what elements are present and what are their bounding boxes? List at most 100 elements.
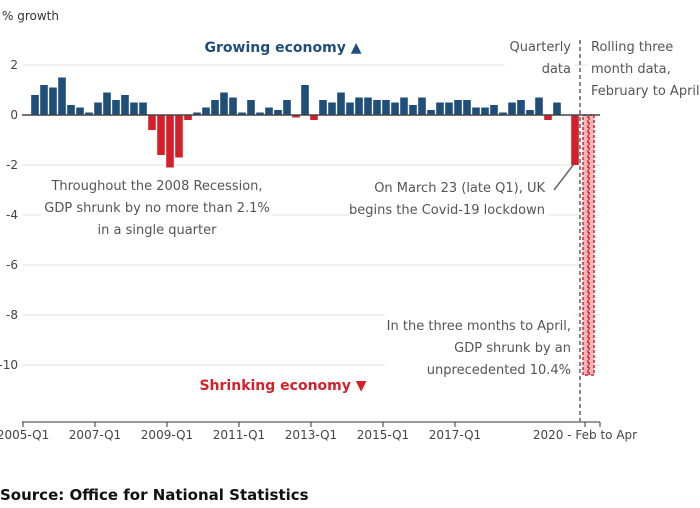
- bar-quarterly: [445, 102, 453, 115]
- bar-quarterly: [508, 102, 516, 115]
- bar-quarterly: [373, 100, 381, 115]
- bar-quarterly: [346, 102, 354, 115]
- april-note: GDP shrunk by an: [454, 341, 571, 356]
- bar-quarterly: [472, 107, 480, 115]
- bar-quarterly: [220, 92, 228, 115]
- bar-quarterly: [175, 115, 183, 158]
- y-axis-title: % growth: [2, 9, 59, 23]
- bar-quarterly: [121, 95, 129, 115]
- bar-quarterly: [463, 100, 471, 115]
- bar-quarterly: [454, 100, 462, 115]
- bar-quarterly: [328, 102, 336, 115]
- bar-quarterly: [202, 107, 210, 115]
- bar-quarterly: [499, 112, 507, 115]
- bar-quarterly: [427, 110, 435, 115]
- bar-quarterly: [112, 100, 120, 115]
- source-note: Source: Office for National Statistics: [0, 486, 309, 504]
- shrinking-economy-label: Shrinking economy ▼: [199, 378, 366, 394]
- bar-quarterly: [67, 105, 75, 115]
- recession-note: Throughout the 2008 Recession,: [50, 179, 262, 194]
- bar-quarterly: [418, 97, 426, 115]
- bar-quarterly: [247, 100, 255, 115]
- bar-quarterly: [535, 97, 543, 115]
- y-tick-label: -6: [6, 258, 18, 272]
- y-tick-label: -8: [6, 308, 18, 322]
- x-tick-label: 2020 - Feb to Apr: [533, 428, 637, 442]
- bar-quarterly: [337, 92, 345, 115]
- recession-note-bg: [40, 174, 272, 240]
- bar-rolling: [588, 114, 595, 376]
- bar-quarterly: [310, 115, 318, 120]
- april-note-bg: [385, 314, 575, 380]
- lockdown-pointer: [553, 163, 575, 191]
- quarterly-label: data: [542, 62, 571, 77]
- x-tick-label: 2005-Q1: [0, 428, 49, 442]
- bar-quarterly: [238, 112, 246, 115]
- x-tick-label: 2011-Q1: [213, 428, 265, 442]
- bar-quarterly: [103, 92, 111, 115]
- bar-quarterly: [400, 97, 408, 115]
- bar-quarterly: [40, 85, 48, 115]
- lockdown-note: On March 23 (late Q1), UK: [374, 181, 545, 196]
- x-tick-label: 2013-Q1: [285, 428, 337, 442]
- bar-quarterly: [391, 102, 399, 115]
- bar-quarterly: [481, 107, 489, 115]
- bar-quarterly: [256, 112, 264, 115]
- bar-quarterly: [166, 115, 174, 168]
- bar-quarterly: [229, 97, 237, 115]
- lockdown-note-bg: [350, 176, 548, 220]
- y-tick-label: 2: [10, 58, 18, 72]
- bar-quarterly: [319, 100, 327, 115]
- rolling-label: month data,: [591, 62, 671, 77]
- bar-quarterly: [517, 100, 525, 115]
- bar-quarterly: [553, 102, 561, 115]
- bar-quarterly: [526, 110, 534, 115]
- y-tick-label: 0: [10, 108, 18, 122]
- bar-quarterly: [157, 115, 165, 155]
- bar-rolling: [582, 114, 589, 376]
- bar-quarterly: [184, 115, 192, 120]
- bar-quarterly: [382, 100, 390, 115]
- bar-quarterly: [76, 107, 84, 115]
- bar-quarterly: [409, 105, 417, 115]
- bar-quarterly: [130, 102, 138, 115]
- bar-quarterly: [571, 115, 579, 165]
- x-tick-label: 2017-Q1: [429, 428, 481, 442]
- bar-quarterly: [274, 110, 282, 115]
- quarterly-label: Quarterly: [509, 40, 571, 55]
- rolling-label: Rolling three: [591, 40, 673, 55]
- growing-economy-label: Growing economy ▲: [205, 40, 362, 56]
- recession-note: GDP shrunk by no more than 2.1%: [44, 201, 269, 216]
- bar-quarterly: [94, 102, 102, 115]
- rolling-label-bg: [588, 36, 700, 100]
- bar-quarterly: [85, 112, 93, 115]
- bar-quarterly: [31, 95, 39, 115]
- y-tick-label: -4: [6, 208, 18, 222]
- y-tick-label: -2: [6, 158, 18, 172]
- bar-quarterly: [49, 87, 57, 115]
- bar-quarterly: [490, 105, 498, 115]
- bar-quarterly: [436, 102, 444, 115]
- bar-quarterly: [364, 97, 372, 115]
- x-tick-label: 2015-Q1: [357, 428, 409, 442]
- bar-quarterly: [283, 100, 291, 115]
- bar-quarterly: [148, 115, 156, 130]
- april-note: In the three months to April,: [387, 319, 571, 334]
- y-tick-label: -10: [0, 358, 18, 372]
- bar-quarterly: [355, 97, 363, 115]
- bar-quarterly: [58, 77, 66, 115]
- recession-note: in a single quarter: [98, 223, 218, 238]
- bar-quarterly: [139, 102, 147, 115]
- bar-quarterly: [193, 112, 201, 115]
- x-tick-label: 2009-Q1: [141, 428, 193, 442]
- rolling-label: February to April: [591, 84, 700, 99]
- lockdown-note: begins the Covid-19 lockdown: [349, 203, 545, 218]
- x-tick-label: 2007-Q1: [69, 428, 121, 442]
- bar-quarterly: [265, 107, 273, 115]
- bar-quarterly: [211, 100, 219, 115]
- bar-quarterly: [292, 115, 300, 118]
- bar-quarterly: [301, 85, 309, 115]
- quarterly-label-bg: [505, 36, 574, 78]
- gdp-growth-chart: 2 0 -2 -4 -6 -8 -10 % growth 2005-Q1 2007-Q1 2009-…: [0, 9, 700, 442]
- bar-quarterly: [544, 115, 552, 120]
